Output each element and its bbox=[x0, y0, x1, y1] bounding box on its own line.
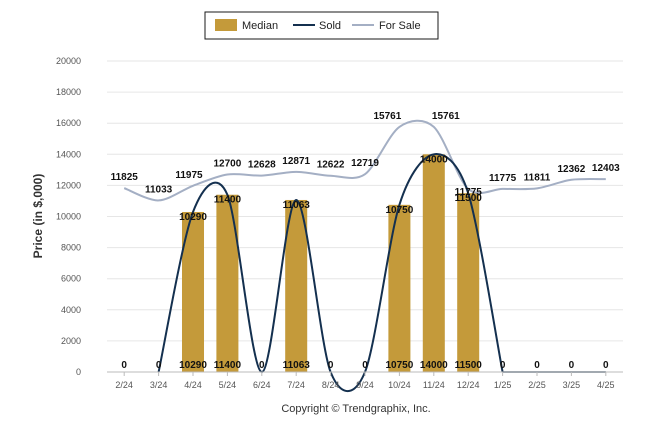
y-tick-label: 14000 bbox=[56, 149, 81, 159]
median-swatch bbox=[215, 19, 237, 31]
for-sale-value-label: 15761 bbox=[373, 111, 401, 122]
x-tick-label: 8/24 bbox=[322, 380, 340, 390]
sold-value-label: 10750 bbox=[385, 360, 413, 371]
copyright-credit: Copyright © Trendgraphix, Inc. bbox=[281, 403, 430, 415]
x-tick-label: 1/25 bbox=[494, 380, 512, 390]
median-value-label: 11063 bbox=[283, 200, 311, 211]
y-tick-label: 2000 bbox=[61, 336, 81, 346]
median-bars bbox=[181, 154, 480, 372]
median-bar bbox=[216, 194, 239, 372]
x-tick-label: 2/25 bbox=[528, 380, 546, 390]
x-tick-label: 9/24 bbox=[356, 380, 374, 390]
x-tick-label: 11/24 bbox=[423, 380, 445, 390]
x-tick-label: 4/24 bbox=[184, 380, 202, 390]
for-sale-value-label: 12871 bbox=[282, 156, 310, 167]
legend: Median Sold For Sale bbox=[204, 11, 439, 40]
y-axis-title: Price (in $,000) bbox=[31, 174, 45, 259]
x-tick-label: 12/24 bbox=[457, 380, 480, 390]
for-sale-value-label: 11775 bbox=[455, 187, 483, 198]
legend-median: Median bbox=[242, 20, 278, 32]
sold-value-label: 0 bbox=[569, 360, 575, 371]
x-tick-label: 5/24 bbox=[219, 380, 237, 390]
y-tick-label: 0 bbox=[76, 367, 81, 377]
median-bar bbox=[285, 199, 308, 372]
sold-value-label: 0 bbox=[500, 360, 506, 371]
for-sale-value-label: 11775 bbox=[489, 173, 517, 184]
x-tick-label: 3/24 bbox=[150, 380, 168, 390]
x-tick-label: 10/24 bbox=[388, 380, 411, 390]
for-sale-value-label: 11975 bbox=[175, 170, 203, 181]
median-value-label: 11500 bbox=[455, 193, 483, 204]
legend-box bbox=[204, 11, 439, 40]
median-value-label: 10290 bbox=[179, 212, 207, 223]
for-sale-value-label: 15761 bbox=[432, 111, 460, 122]
median-bar bbox=[388, 204, 411, 372]
sold-line bbox=[157, 153, 504, 392]
sold-value-label: 0 bbox=[534, 360, 540, 371]
for-sale-value-label: 12628 bbox=[248, 160, 276, 171]
for-sale-value-label: 12362 bbox=[557, 164, 585, 175]
x-tick-label: 7/24 bbox=[287, 380, 305, 390]
legend-for-sale: For Sale bbox=[379, 20, 421, 32]
y-tick-label: 16000 bbox=[56, 118, 81, 128]
sold-value-label: 11500 bbox=[455, 360, 483, 371]
for-sale-value-label: 11825 bbox=[111, 172, 139, 183]
for-sale-value-label: 11811 bbox=[524, 172, 551, 183]
sold-value-label: 0 bbox=[121, 360, 127, 371]
x-tick-label: 3/25 bbox=[563, 380, 581, 390]
sold-value-label: 11063 bbox=[283, 360, 311, 371]
median-bar bbox=[181, 211, 205, 372]
for-sale-value-label: 12622 bbox=[317, 160, 345, 171]
median-value-label: 14000 bbox=[420, 154, 448, 165]
x-tick-label: 2/24 bbox=[115, 380, 133, 390]
for-sale-value-label: 12700 bbox=[213, 159, 241, 170]
sold-value-label: 0 bbox=[328, 360, 334, 371]
median-value-label: 10750 bbox=[385, 205, 413, 216]
median-value-label: 11400 bbox=[214, 195, 242, 206]
sold-value-label: 0 bbox=[156, 360, 162, 371]
y-tick-label: 4000 bbox=[61, 305, 81, 315]
median-bar bbox=[457, 193, 480, 372]
y-tick-label: 20000 bbox=[56, 56, 81, 66]
sold-value-label: 0 bbox=[362, 360, 368, 371]
y-tick-label: 12000 bbox=[56, 180, 81, 190]
legend-sold: Sold bbox=[319, 20, 341, 32]
median-bar bbox=[422, 154, 445, 372]
for-sale-value-label: 12403 bbox=[592, 163, 620, 174]
y-axis-ticks: 0 2000 4000 6000 8000 10000 12000 14000 16000 180… bbox=[56, 56, 81, 377]
sold-value-label: 10290 bbox=[179, 360, 207, 371]
x-tick-label: 4/25 bbox=[597, 380, 615, 390]
y-tick-label: 18000 bbox=[56, 87, 81, 97]
x-tick-label: 6/24 bbox=[253, 380, 271, 390]
for-sale-value-label: 12719 bbox=[351, 158, 379, 169]
for-sale-line bbox=[123, 119, 606, 202]
sold-value-label: 14000 bbox=[420, 360, 448, 371]
sold-value-label: 0 bbox=[603, 360, 609, 371]
y-tick-label: 8000 bbox=[61, 243, 81, 253]
sold-value-label: 0 bbox=[259, 360, 265, 371]
y-tick-label: 6000 bbox=[61, 274, 81, 284]
x-axis-ticks: 2/24 3/24 4/24 5/24 6/24 7/24 8/24 9/24 10/24 11/… bbox=[115, 372, 615, 390]
sold-value-label: 11400 bbox=[214, 360, 242, 371]
y-tick-label: 10000 bbox=[56, 212, 81, 222]
for-sale-value-label: 11033 bbox=[145, 184, 173, 195]
